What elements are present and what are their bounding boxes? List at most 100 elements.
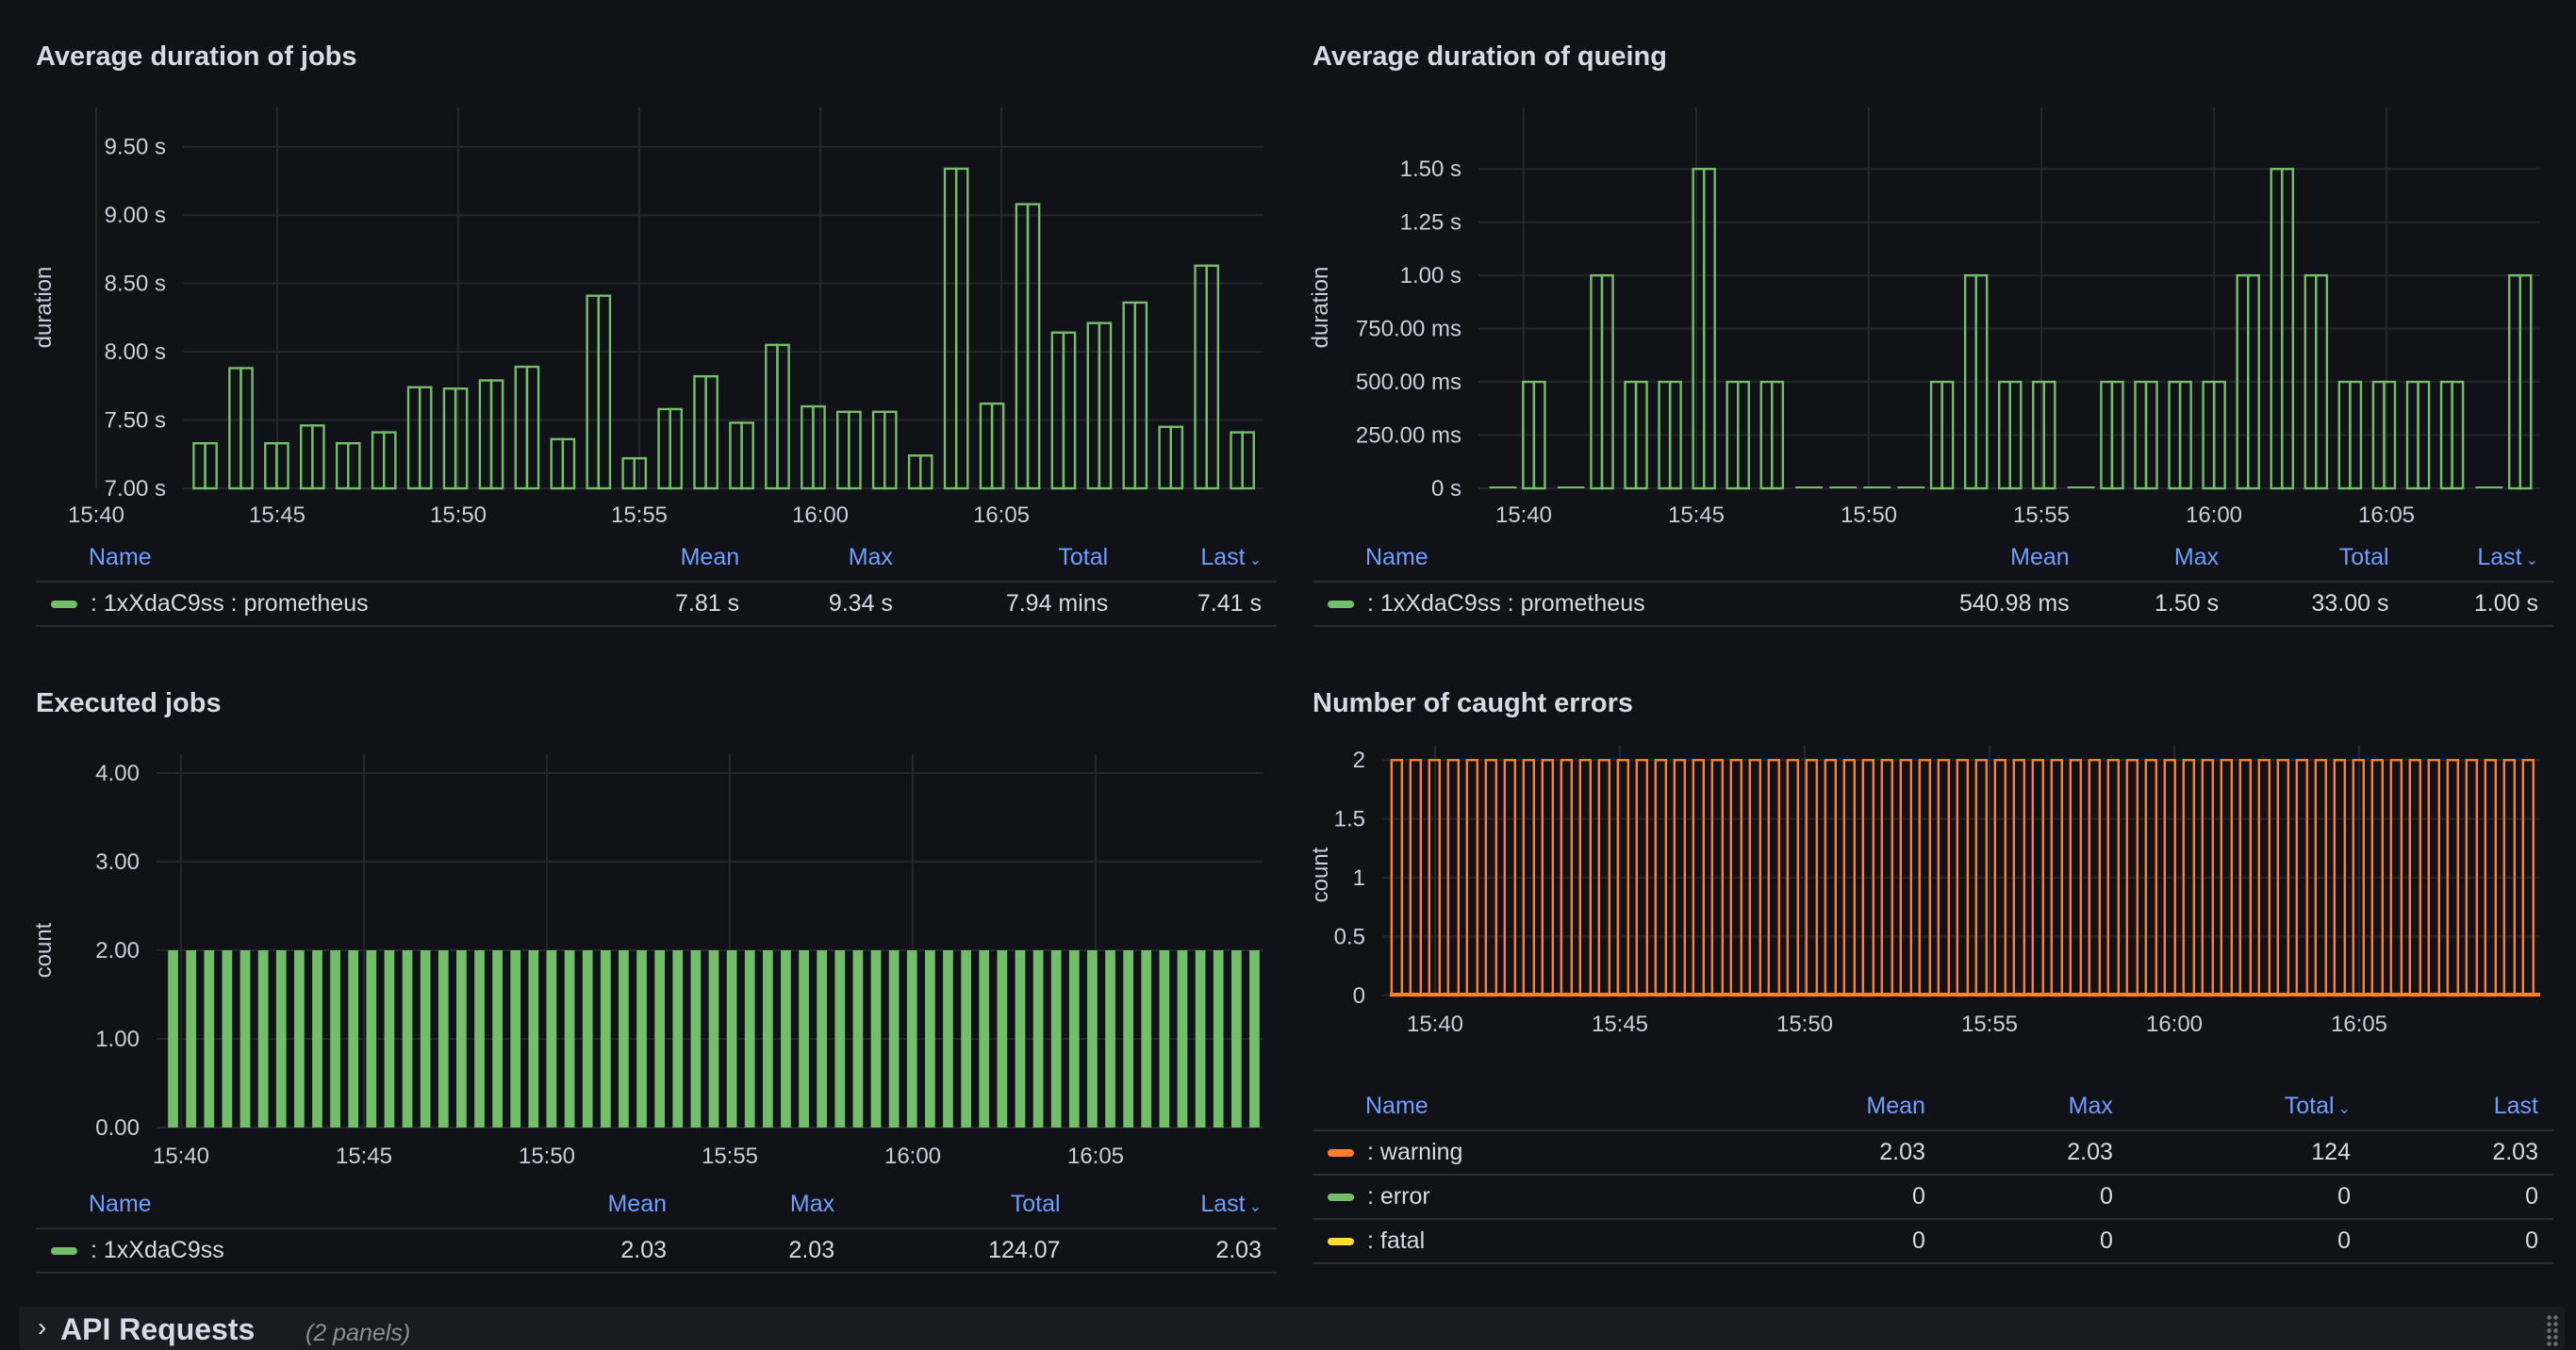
bar xyxy=(817,950,828,1128)
series-color-swatch[interactable] xyxy=(1328,601,1354,609)
legend-row[interactable]: : warning 2.03 2.03 124 2.03 xyxy=(1313,1130,2553,1176)
legend-value-mean: 0 xyxy=(1720,1219,1940,1264)
legend-table: Name Mean Max Total Last ⌄: 1xXdaC9ss : prome… xyxy=(36,543,1277,627)
bar xyxy=(919,454,933,490)
legend-header-mean[interactable]: Mean xyxy=(1720,1092,1940,1131)
legend-header-name[interactable]: Name xyxy=(36,543,602,583)
x-tick-label: 15:50 xyxy=(430,502,487,528)
x-tick-label: 16:05 xyxy=(2358,502,2415,528)
legend-header-max[interactable]: Max xyxy=(2084,543,2235,583)
legend-header-last[interactable]: Last ⌄ xyxy=(1075,1190,1277,1229)
legend-header-label: Total xyxy=(2284,1092,2335,1119)
bar xyxy=(1249,950,1260,1128)
bar xyxy=(371,431,386,490)
legend-header-last[interactable]: Last xyxy=(2366,1092,2553,1131)
bar xyxy=(264,441,278,490)
x-tick-label: 15:55 xyxy=(1961,1012,2018,1037)
legend-series-name[interactable]: : 1xXdaC9ss : prometheus xyxy=(36,582,602,627)
bar xyxy=(799,950,809,1128)
legend-header-name[interactable]: Name xyxy=(1313,1092,1721,1131)
legend-series-name[interactable]: : 1xXdaC9ss : prometheus xyxy=(1313,582,1863,627)
x-tick-label: 15:55 xyxy=(2013,502,2070,528)
chart-area[interactable]: 7.00 s 7.50 s 8.00 s 8.50 s 9.00 s 9.50 s 15:4… xyxy=(13,98,1277,560)
panel-title[interactable]: Average duration of jobs xyxy=(36,41,357,72)
legend-row[interactable]: : 1xXdaC9ss : prometheus 7.81 s 9.34 s 7.94… xyxy=(36,582,1277,627)
sort-chevron-down-icon: ⌄ xyxy=(2525,552,2538,568)
bar xyxy=(204,950,215,1128)
legend-header-total[interactable]: Total xyxy=(907,543,1124,583)
x-tick-label: 16:00 xyxy=(792,502,849,528)
legend-value-total: 0 xyxy=(2127,1175,2366,1220)
bar xyxy=(454,387,469,490)
bar xyxy=(883,410,898,490)
chart-area[interactable]: 0 0.5 1 1.5 2 15:40 15:45 15:50 15:55 16:00 16:05 c… xyxy=(1290,745,2553,1122)
row-api-requests[interactable]: › API Requests (2 panels) xyxy=(19,1307,2565,1350)
legend-header-total[interactable]: Total ⌄ xyxy=(2127,1092,2366,1131)
legend-header-max[interactable]: Max xyxy=(754,543,908,583)
legend-row[interactable]: : fatal 0 0 0 0 xyxy=(1313,1219,2553,1264)
bar xyxy=(693,374,707,490)
row-title[interactable]: API Requests xyxy=(60,1312,256,1346)
legend-header-mean[interactable]: Mean xyxy=(1862,543,2085,583)
legend-header-mean[interactable]: Mean xyxy=(485,1190,683,1229)
bar xyxy=(586,294,601,490)
bar xyxy=(1087,950,1098,1128)
legend-header-total[interactable]: Total xyxy=(850,1190,1076,1229)
bar xyxy=(943,167,958,490)
legend-header-last[interactable]: Last ⌄ xyxy=(1123,543,1277,583)
legend-value-max: 9.34 s xyxy=(754,582,908,627)
legend-value-total: 33.00 s xyxy=(2234,582,2404,627)
panel-title[interactable]: Number of caught errors xyxy=(1313,688,1633,718)
y-tick-label: 4.00 xyxy=(95,761,140,786)
legend-header-label: Mean xyxy=(1866,1092,1925,1119)
legend-series-name[interactable]: : 1xXdaC9ss xyxy=(36,1228,486,1274)
legend-series-name[interactable]: : warning xyxy=(1313,1130,1721,1176)
legend-row[interactable]: : error 0 0 0 0 xyxy=(1313,1175,2553,1220)
bar xyxy=(1634,380,1648,490)
bar xyxy=(729,421,743,490)
legend-header-total[interactable]: Total xyxy=(2234,543,2404,583)
legend-series-name[interactable]: : fatal xyxy=(1313,1219,1721,1264)
series-color-swatch[interactable] xyxy=(1328,1149,1354,1158)
series-label: : fatal xyxy=(1367,1227,1426,1254)
legend-header-last[interactable]: Last ⌄ xyxy=(2403,543,2553,583)
series-label: : 1xXdaC9ss xyxy=(91,1237,224,1263)
series-color-swatch[interactable] xyxy=(51,1247,77,1256)
chart-area[interactable]: 0 s 250.00 ms 500.00 ms 750.00 ms 1.00 s 1.25… xyxy=(1290,98,2553,560)
bar xyxy=(925,950,935,1128)
legend-value-max: 0 xyxy=(1940,1219,2128,1264)
bar xyxy=(2417,380,2431,490)
panel-title[interactable]: Average duration of queing xyxy=(1313,41,1667,72)
legend-value-mean: 540.98 ms xyxy=(1862,582,2085,627)
legend-header-row: Name Mean Max Total Last ⌄ xyxy=(1313,543,2553,583)
legend-header-label: Name xyxy=(89,543,152,570)
series-color-swatch[interactable] xyxy=(51,601,77,609)
legend-header-max[interactable]: Max xyxy=(682,1190,850,1229)
legend-header-mean[interactable]: Mean xyxy=(601,543,755,583)
bar xyxy=(954,167,969,490)
bar xyxy=(2110,380,2124,490)
bar xyxy=(402,950,413,1128)
bar xyxy=(456,950,467,1128)
drag-handle-icon[interactable] xyxy=(2546,1314,2559,1346)
series-color-swatch[interactable] xyxy=(1328,1194,1354,1202)
legend-header-name[interactable]: Name xyxy=(1313,543,1863,583)
legend-header-max[interactable]: Max xyxy=(1940,1092,2128,1131)
chart-area[interactable]: 0.00 1.00 2.00 3.00 4.00 15:40 15:45 15:50 15:55… xyxy=(13,745,1277,1207)
bar xyxy=(384,950,395,1128)
legend-header-name[interactable]: Name xyxy=(36,1190,486,1229)
y-tick-label: 0 xyxy=(1353,983,1365,1009)
series-color-swatch[interactable] xyxy=(1328,1238,1354,1246)
bar xyxy=(204,441,218,490)
bar xyxy=(528,950,539,1128)
legend-header-label: Mean xyxy=(680,543,740,570)
legend-series-name[interactable]: : error xyxy=(1313,1175,1721,1220)
bar xyxy=(1177,950,1188,1128)
legend-value-mean: 0 xyxy=(1720,1175,1940,1220)
y-tick-label: 3.00 xyxy=(95,849,140,875)
chevron-right-icon[interactable]: › xyxy=(38,1312,47,1342)
legend-row[interactable]: : 1xXdaC9ss 2.03 2.03 124.07 2.03 xyxy=(36,1228,1277,1274)
bar xyxy=(348,950,359,1128)
panel-title[interactable]: Executed jobs xyxy=(36,688,222,718)
